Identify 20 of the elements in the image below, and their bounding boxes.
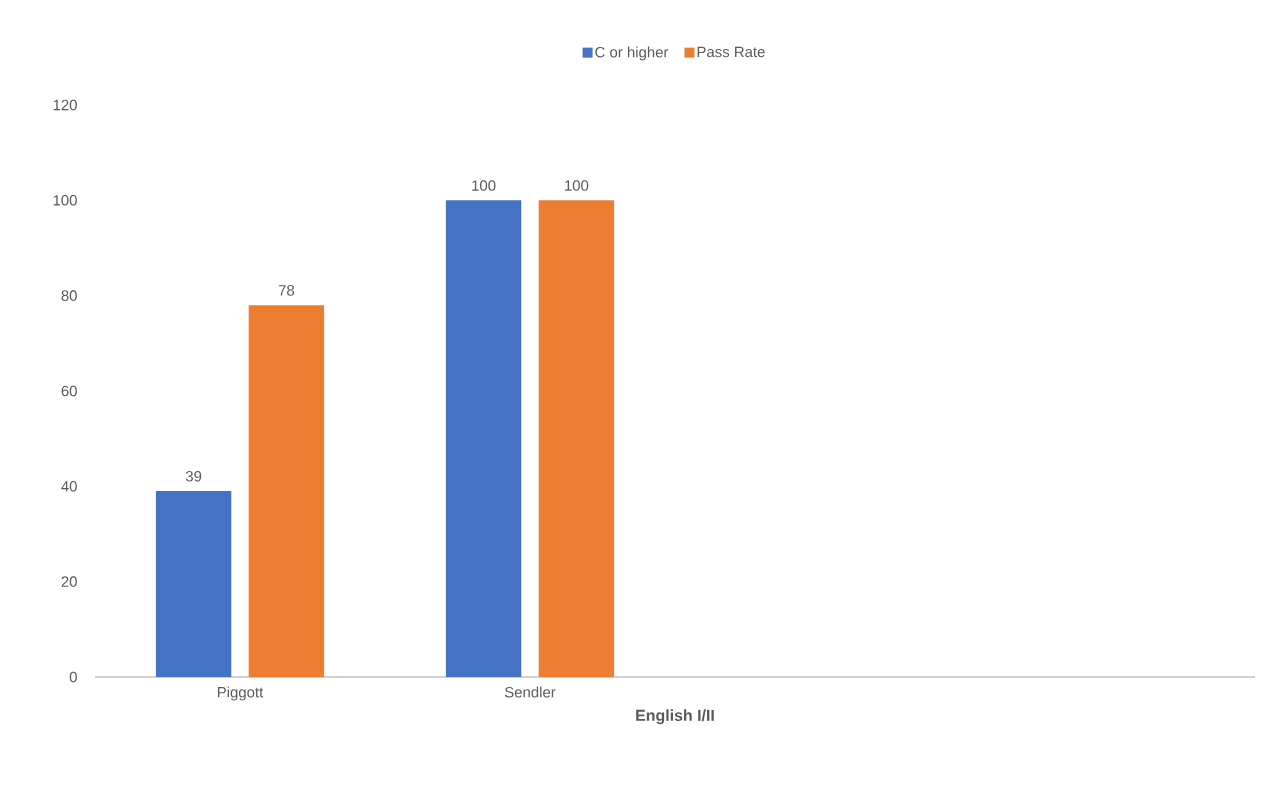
data-label: 100 xyxy=(472,180,496,191)
x-tick-label: Piggott xyxy=(217,686,264,701)
data-label: 78 xyxy=(278,285,295,296)
y-tick-label: 40 xyxy=(61,481,77,492)
bar xyxy=(248,305,325,677)
legend-label: C or higher xyxy=(595,46,669,61)
x-axis-title: English I/II xyxy=(636,709,714,725)
y-tick-label: 20 xyxy=(61,576,77,587)
data-label: 100 xyxy=(565,180,589,191)
x-tick-label: Sendler xyxy=(504,686,556,698)
y-tick-label: 80 xyxy=(61,290,77,301)
data-label: 39 xyxy=(185,470,202,482)
legend-label: Pass Rate xyxy=(697,46,765,58)
y-tick-label: 100 xyxy=(53,195,77,206)
y-tick-label: 0 xyxy=(69,671,77,683)
bar xyxy=(538,200,615,677)
y-tick-label: 60 xyxy=(61,385,77,397)
bar xyxy=(445,200,522,677)
y-tick-label: 120 xyxy=(53,99,77,111)
bar xyxy=(155,491,232,677)
